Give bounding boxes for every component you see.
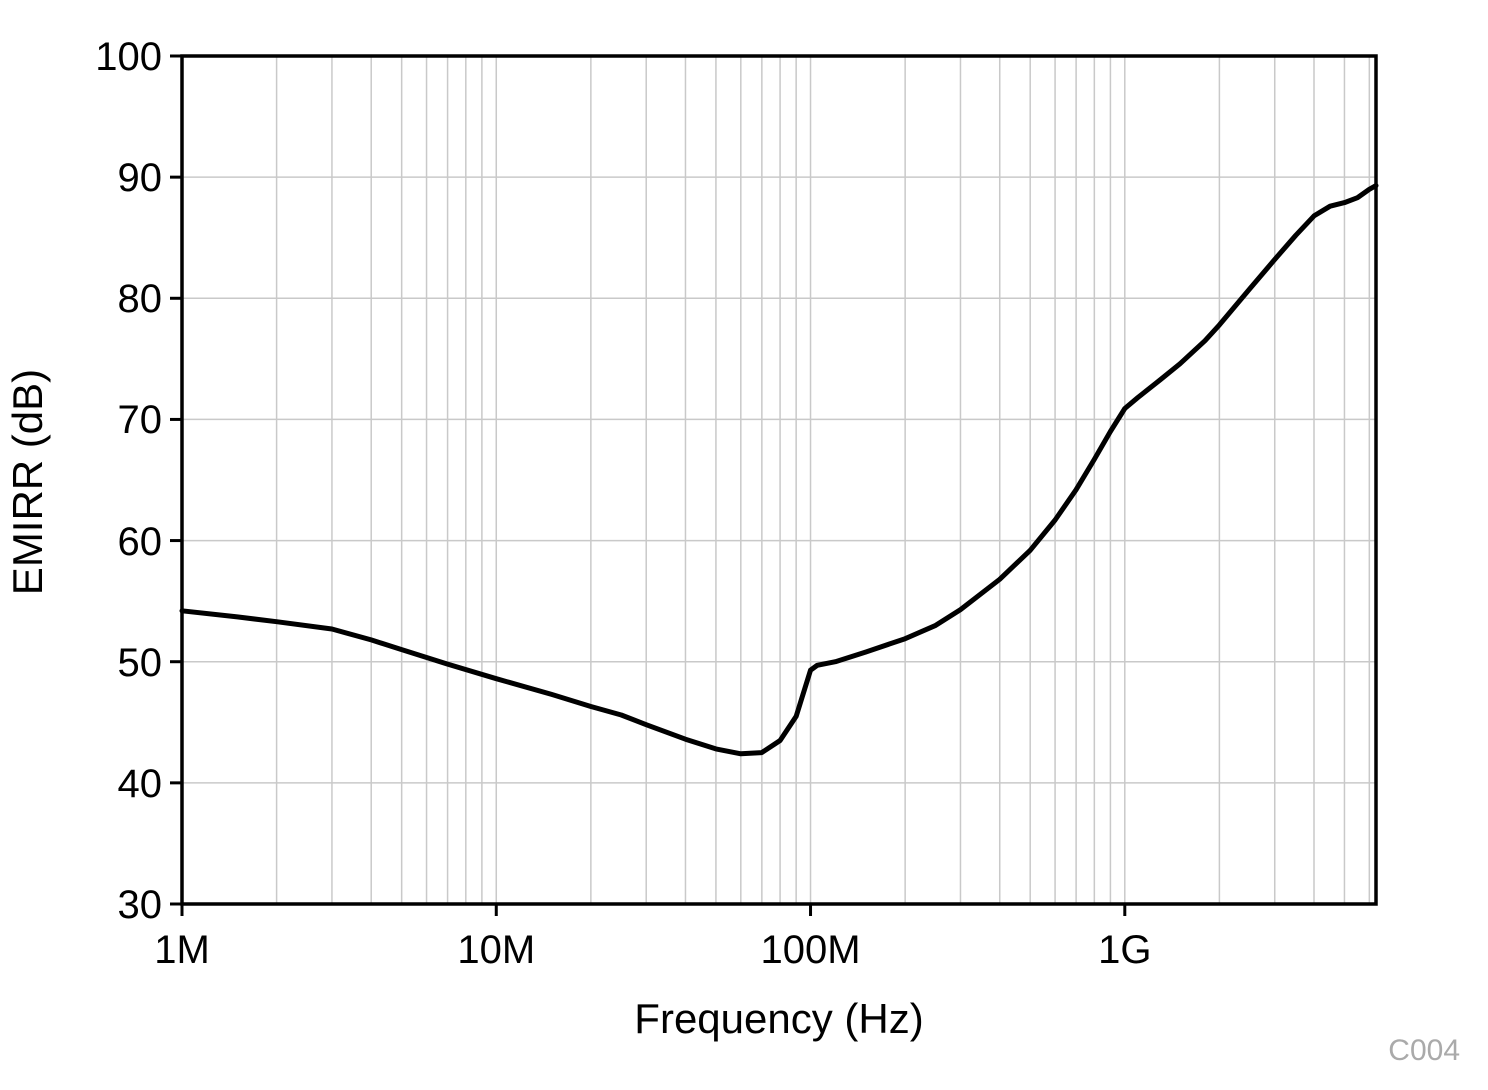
y-tick-label: 40 — [117, 761, 163, 806]
y-tick-label: 100 — [95, 35, 162, 79]
y-tick-label: 90 — [117, 156, 163, 201]
y-tick-label: 30 — [117, 883, 163, 927]
x-tick-label: 100M — [760, 928, 861, 972]
x-tick-label: 10M — [457, 928, 536, 972]
x-tick-label: 1M — [154, 928, 210, 972]
plot-border — [180, 54, 1378, 906]
x-tick-label: 1G — [1098, 928, 1152, 972]
y-tick-label: 60 — [117, 519, 163, 564]
figure-code: C004 — [1388, 1034, 1460, 1067]
y-tick-label: 70 — [117, 398, 163, 443]
x-axis-title: Frequency (Hz) — [634, 995, 924, 1042]
y-tick-label: 50 — [117, 640, 163, 685]
y-tick-label: 80 — [117, 277, 163, 322]
emirr-curve — [179, 183, 1379, 757]
